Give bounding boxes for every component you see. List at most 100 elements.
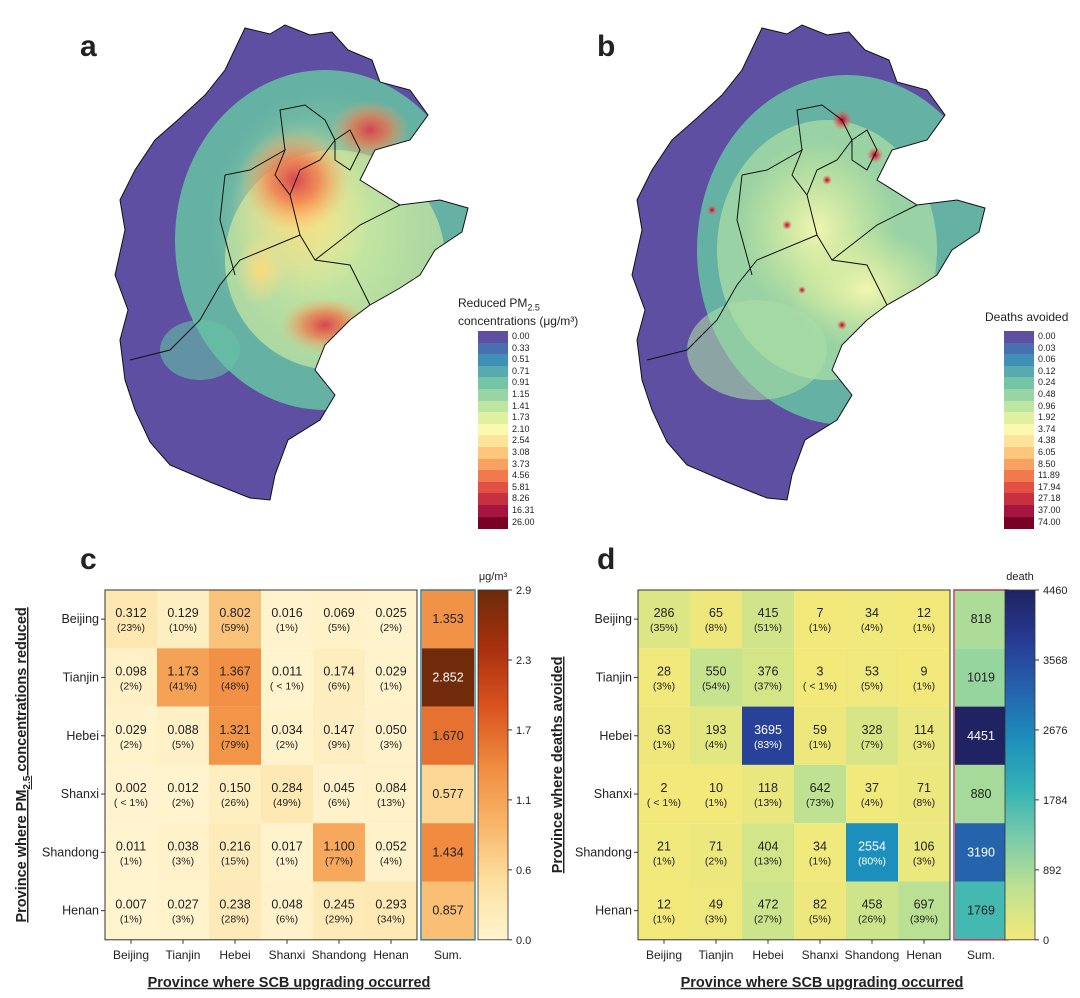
heatmap-cell [209, 764, 261, 824]
cell-value-label: 28 [657, 664, 671, 678]
sum-value-label: 1.353 [432, 612, 463, 626]
map-b-legend-row: 17.94 [1004, 481, 1080, 494]
heatmap-cell [638, 706, 690, 765]
cell-value-label: 10 [709, 781, 723, 795]
map-b-legend-tick: 17.94 [1038, 481, 1061, 492]
cell-percent-label: (83%) [754, 739, 782, 751]
cell-value-label: 0.045 [323, 781, 354, 795]
colorbar [477, 589, 509, 941]
cell-value-label: 0.002 [115, 781, 146, 795]
cell-percent-label: (1%) [913, 622, 935, 634]
row-label: Beijing [61, 612, 99, 626]
map-b-legend-row: 3.74 [1004, 423, 1080, 436]
map-a-legend-tick: 0.33 [512, 342, 530, 353]
map-b-legend-row: 0.48 [1004, 389, 1080, 402]
cell-percent-label: (48%) [221, 680, 249, 692]
heatmap-cell [898, 706, 950, 765]
cell-value-label: 106 [914, 839, 935, 853]
cell-percent-label: (49%) [273, 797, 301, 809]
y-axis-label: Province where PM2.5 concentrations redu… [14, 607, 33, 922]
cell-percent-label: (6%) [328, 797, 350, 809]
map-b-legend-row: 0.12 [1004, 365, 1080, 378]
cell-percent-label: (77%) [325, 855, 353, 867]
cell-value-label: 0.029 [115, 723, 146, 737]
map-a-legend-row: 0.51 [478, 354, 568, 367]
cell-percent-label: (1%) [809, 739, 831, 751]
row-label: Beijing [594, 612, 632, 626]
cell-value-label: 71 [917, 781, 931, 795]
y-axis-label: Province where deaths avoided [550, 657, 566, 874]
cell-value-label: 550 [706, 664, 727, 678]
cell-value-label: 0.027 [167, 898, 198, 912]
heatmap-cell [898, 764, 950, 824]
column-label: Beijing [646, 948, 682, 962]
heatmap-cell [742, 764, 794, 824]
cell-value-label: 0.029 [375, 664, 406, 678]
colorbar-tick-label: 1.7 [516, 725, 531, 737]
colorbar-tick-label: 2676 [1043, 725, 1067, 737]
map-a-legend-swatch [478, 481, 508, 494]
row-label: Hebei [66, 729, 99, 743]
cell-value-label: 0.012 [167, 781, 198, 795]
column-label: Shanxi [269, 948, 306, 962]
cell-value-label: 49 [709, 898, 723, 912]
map-b-legend-swatch [1004, 493, 1034, 506]
column-label: Henan [373, 948, 408, 962]
cell-value-label: 0.084 [375, 781, 406, 795]
row-label: Shanxi [594, 787, 632, 801]
heatmap-cell [261, 881, 313, 940]
cell-percent-label: (37%) [754, 680, 782, 692]
cell-value-label: 2 [661, 781, 668, 795]
map-b-legend-swatch [1004, 389, 1034, 402]
map-b-legend-tick: 11.89 [1038, 470, 1060, 481]
map-a-legend-tick: 1.41 [512, 400, 530, 411]
map-a-legend-swatch [478, 470, 508, 483]
cell-percent-label: (1%) [913, 680, 935, 692]
colorbar-tick-label: 3568 [1043, 655, 1067, 667]
map-a-legend-row: 16.31 [478, 505, 568, 518]
row-label: Shanxi [61, 787, 99, 801]
cell-percent-label: (41%) [169, 680, 197, 692]
cell-percent-label: (1%) [120, 855, 142, 867]
sum-cell [955, 881, 1007, 940]
cell-percent-label: (4%) [380, 855, 402, 867]
cell-percent-label: (2%) [276, 739, 298, 751]
map-b-legend-tick: 0.48 [1038, 389, 1056, 399]
map-a-legend-row: 5.81 [478, 481, 568, 494]
cell-percent-label: (1%) [653, 855, 675, 867]
heatmap-c: 0.312 (23%) 0.129 (10%) 0.802 (59%) 0.016 (1%) 0… [14, 571, 531, 991]
sum-frame [420, 589, 476, 941]
map-a-legend-tick: 1.73 [512, 412, 530, 423]
heatmap-cell [313, 648, 365, 707]
heatmap-cell [105, 881, 157, 940]
map-b-graphic [631, 24, 986, 501]
heatmap-cell [261, 706, 313, 765]
sum-value-label: 3190 [967, 845, 995, 859]
heatmap-cell [209, 881, 261, 940]
colorbar-tick-label: 4460 [1043, 585, 1067, 597]
cell-value-label: 2554 [858, 839, 886, 853]
cell-percent-label: (34%) [377, 914, 405, 926]
sum-cell [955, 706, 1007, 765]
heatmap-cell [105, 823, 157, 882]
heatmap-cell [157, 590, 209, 649]
heatmap-cell [794, 590, 846, 649]
cell-percent-label: (7%) [861, 739, 883, 751]
heatmap-cell [638, 764, 690, 824]
map-a-legend-swatch [478, 342, 508, 355]
map-a-legend-row: 1.15 [478, 389, 568, 402]
map-a-graphic [114, 24, 469, 501]
cell-value-label: 59 [813, 723, 827, 737]
cell-value-label: 697 [914, 898, 935, 912]
map-b-legend-row: 11.89 [1004, 470, 1080, 483]
map-a-legend-tick: 5.81 [512, 481, 530, 492]
heatmap-cell [690, 648, 742, 707]
heatmap-cell [105, 764, 157, 824]
cell-value-label: 0.216 [219, 839, 250, 853]
map-b-legend-swatch [1004, 447, 1034, 460]
colorbar-tick-label: 2.9 [516, 585, 531, 597]
map-a-legend-row: 3.73 [478, 458, 568, 471]
cell-value-label: 0.050 [375, 723, 406, 737]
sum-cell [955, 823, 1007, 882]
map-a-legend-swatch [478, 389, 508, 402]
